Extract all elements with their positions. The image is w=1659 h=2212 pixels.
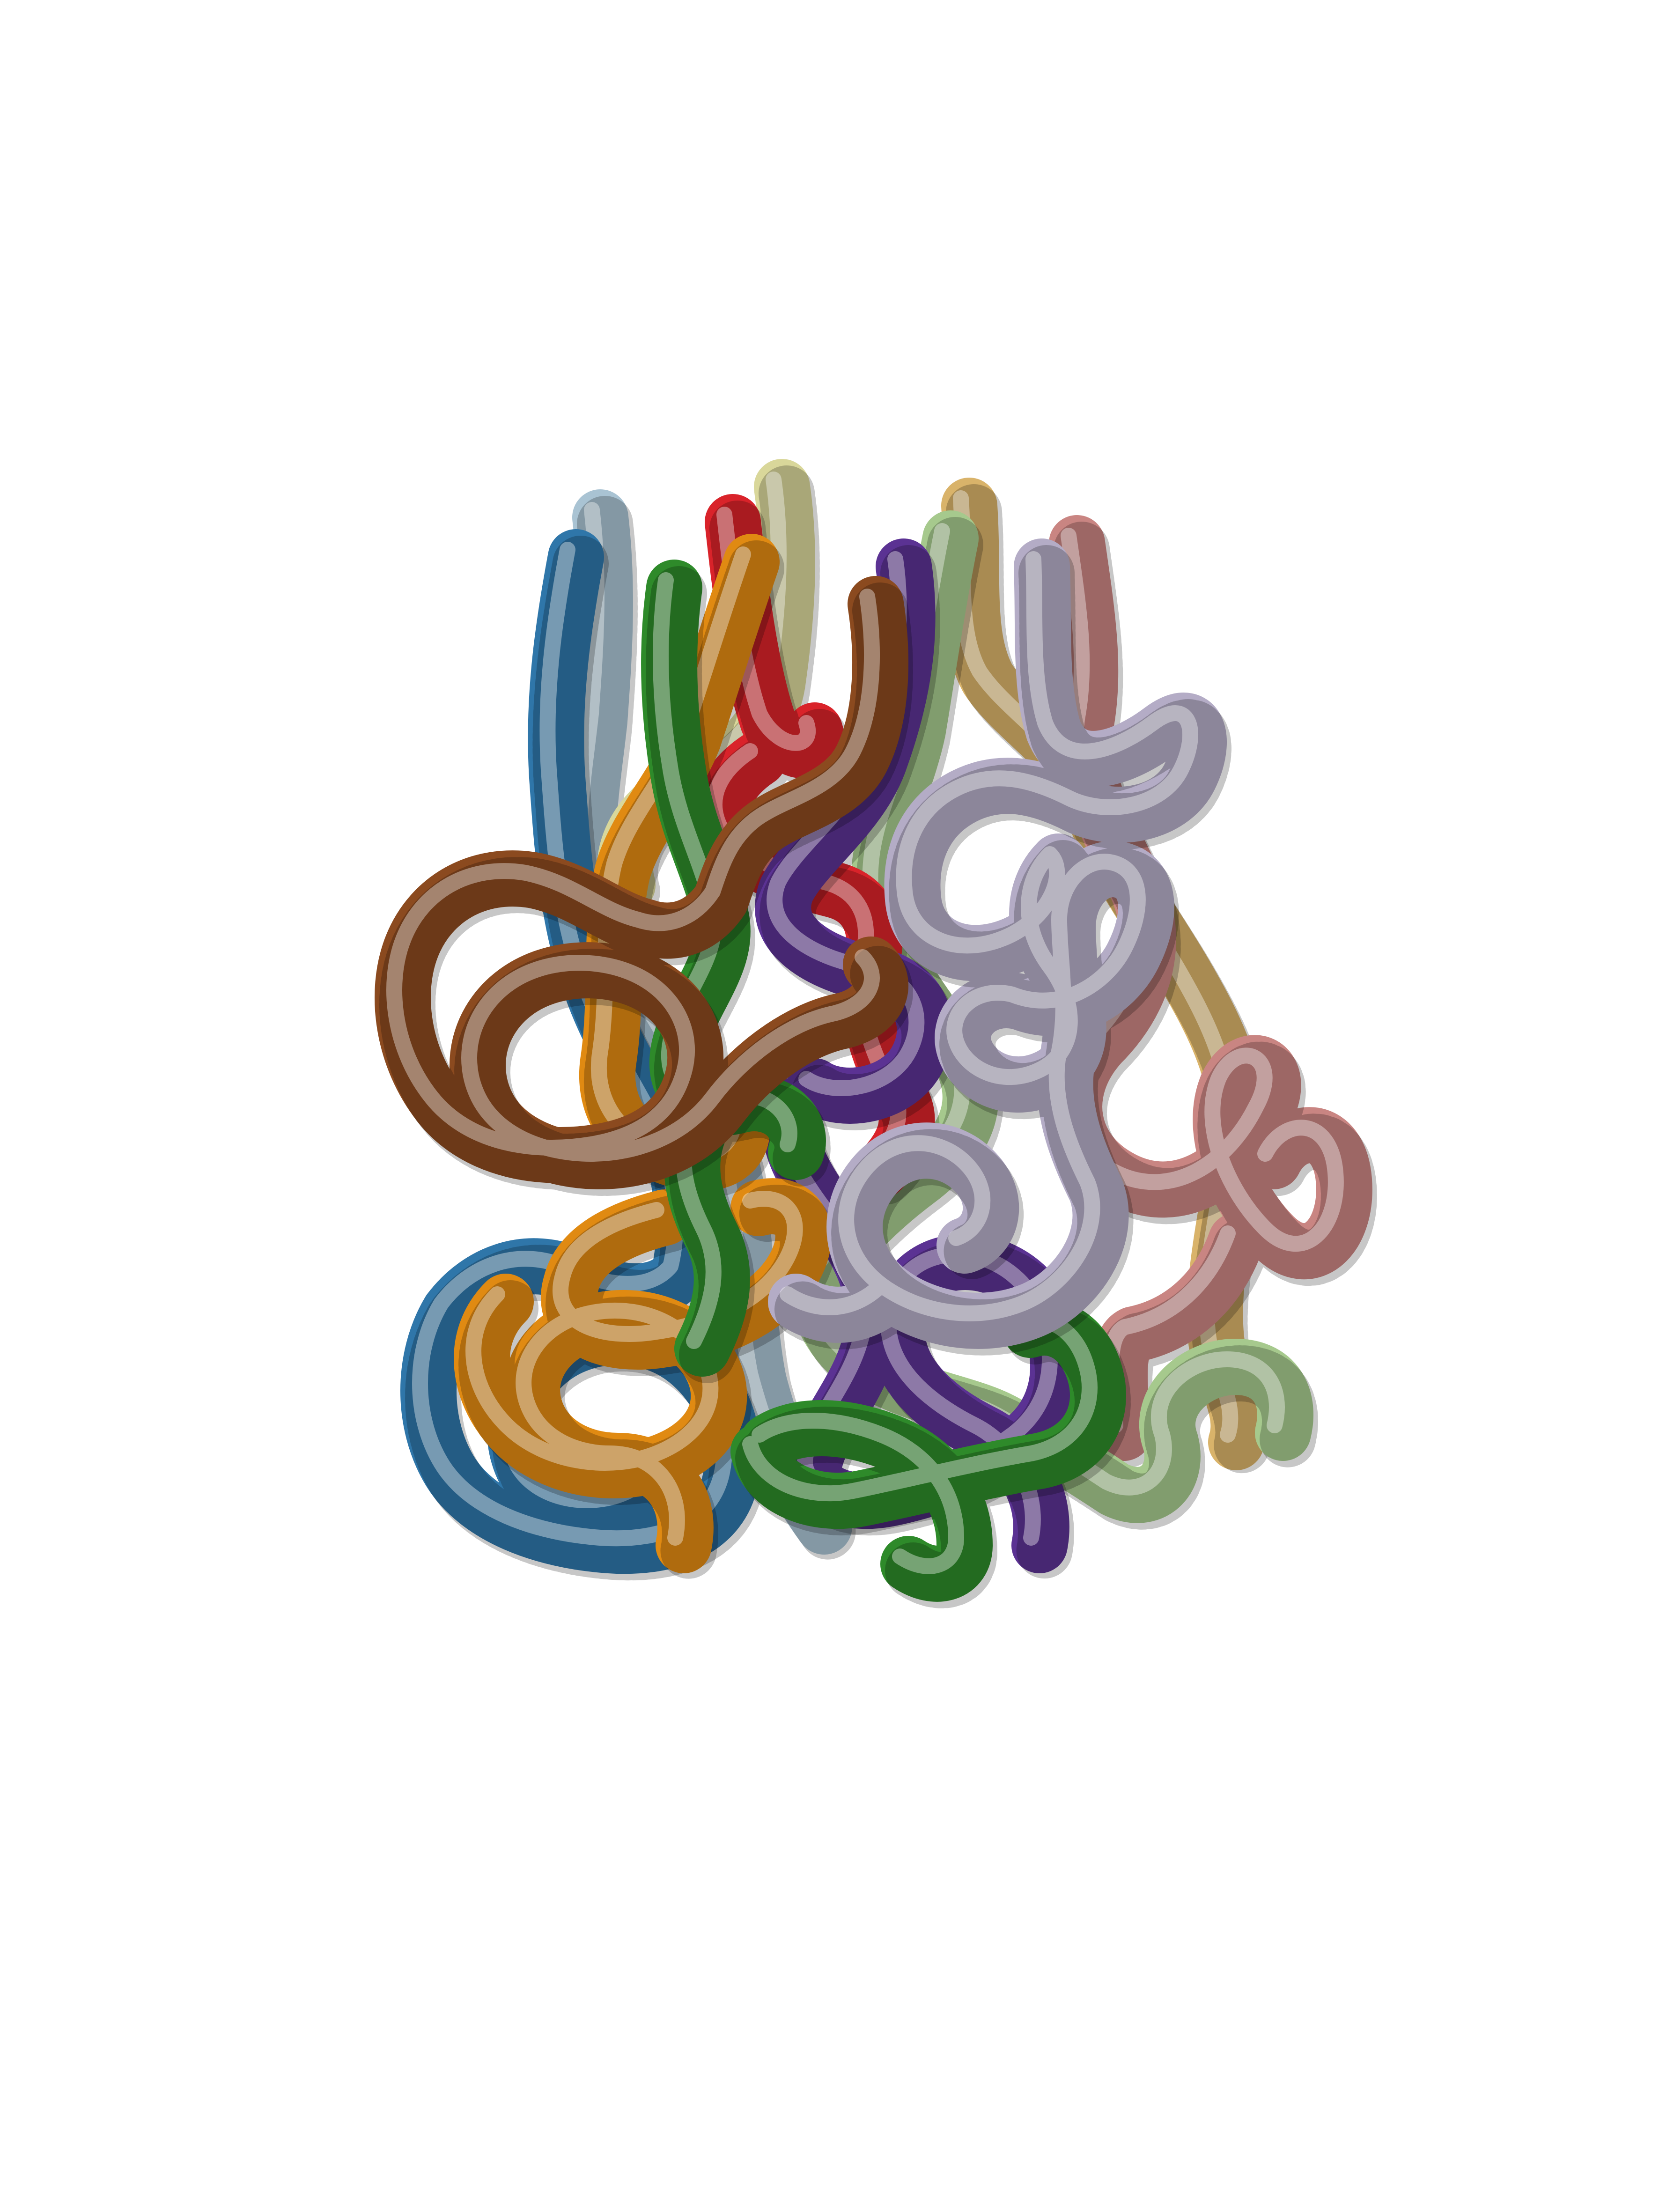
lavender-strand: [768, 538, 1231, 1356]
brown-strand-texture: [379, 582, 913, 1196]
tan-strand-texture: [946, 484, 1272, 1477]
lavender-strand-texture: [773, 545, 1231, 1356]
tube-strands-group: [375, 459, 1377, 1608]
brown-strand: [375, 576, 913, 1196]
green-strand-highlight: [653, 572, 1098, 1574]
brown-strand-highlight: [386, 589, 880, 1162]
green-strand-segment: [641, 560, 1126, 1602]
brown-strand-segment: [375, 576, 908, 1189]
lavender-strand-highlight: [780, 551, 1198, 1321]
lavender-strand-segment: [768, 538, 1227, 1349]
green-strand-texture: [646, 566, 1131, 1608]
green-strand: [641, 560, 1131, 1608]
